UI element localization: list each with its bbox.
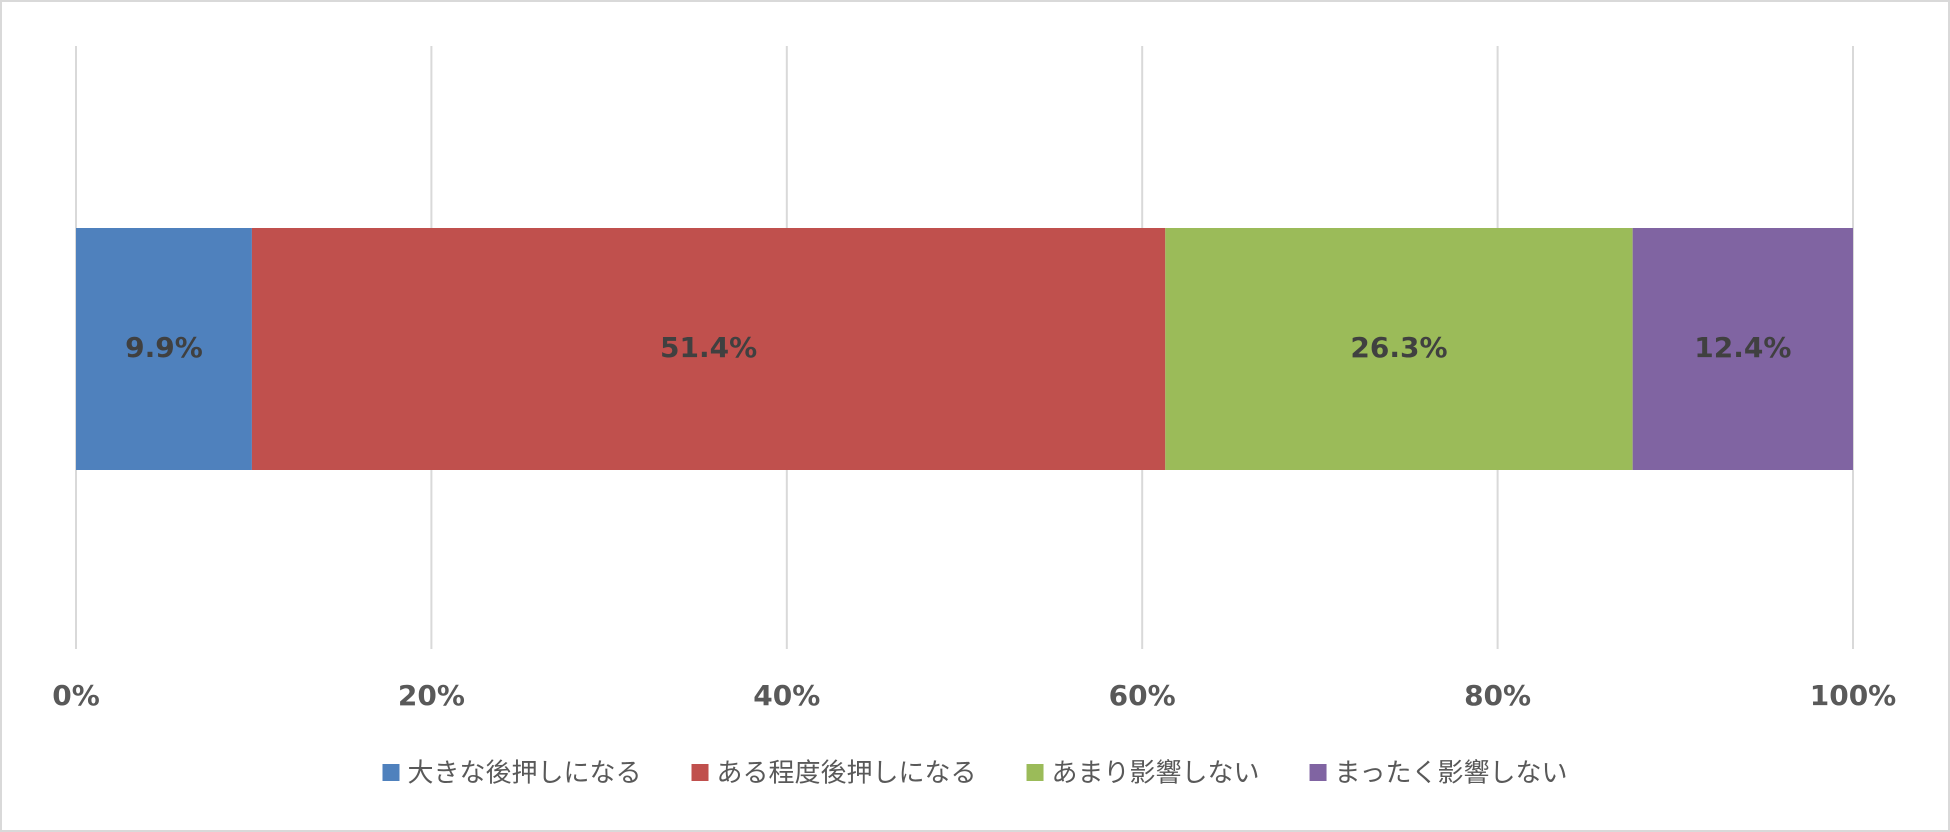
legend-swatch — [382, 764, 400, 781]
legend-label: 大きな後押しになる — [407, 759, 641, 789]
x-tick-label: 0% — [52, 679, 100, 712]
data-label: 51.4% — [660, 331, 757, 364]
legend-swatch — [691, 764, 709, 781]
legend: 大きな後押しになる ある程度後押しになる あまり影響しない まったく影響しない — [382, 759, 1568, 789]
bar-segment — [251, 228, 1166, 470]
legend-label: あまり影響しない — [1052, 759, 1260, 789]
data-label: 12.4% — [1694, 331, 1791, 364]
legend-label: まったく影響しない — [1335, 759, 1568, 789]
x-tick-label: 100% — [1810, 679, 1897, 712]
bar-segment — [1165, 228, 1633, 470]
legend-swatch — [1309, 764, 1327, 781]
x-tick-label: 60% — [1109, 679, 1176, 712]
bar-segment — [1632, 228, 1853, 470]
x-tick-label: 20% — [398, 679, 465, 712]
data-label: 9.9% — [125, 331, 203, 364]
legend-label: ある程度後押しになる — [717, 759, 977, 789]
x-tick-label: 40% — [753, 679, 820, 712]
legend-swatch — [1026, 764, 1044, 781]
x-tick-label: 80% — [1464, 679, 1531, 712]
bar-segment — [76, 228, 252, 470]
data-label: 26.3% — [1350, 331, 1447, 364]
